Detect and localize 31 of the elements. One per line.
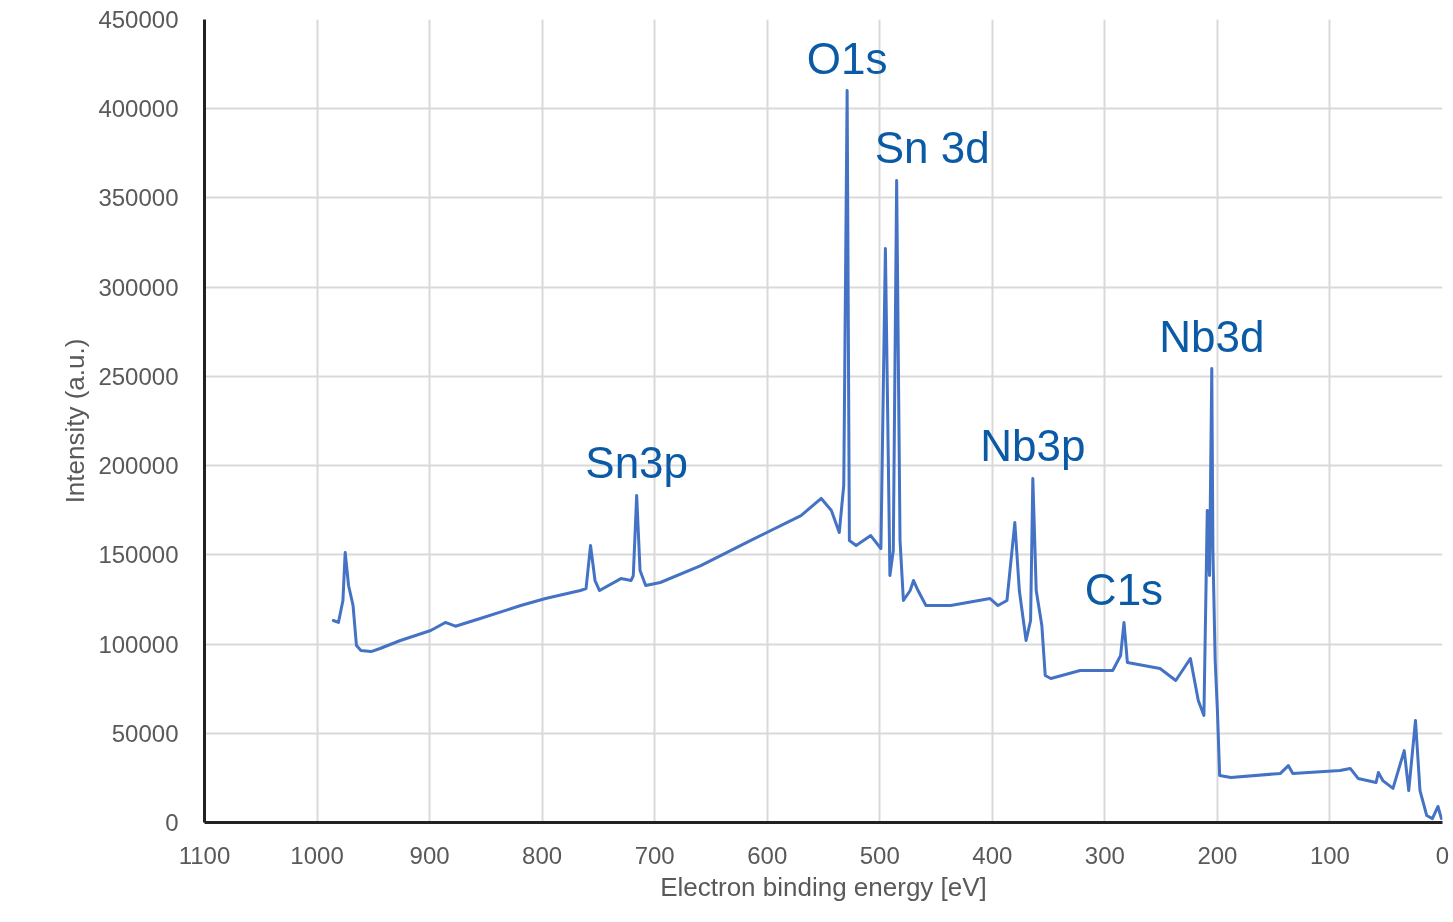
y-tick-label: 200000 xyxy=(98,452,179,480)
x-tick-label: 900 xyxy=(409,841,450,869)
x-tick-label: 1100 xyxy=(178,841,231,869)
x-tick-label: 0 xyxy=(1435,841,1450,869)
x-tick-label: 1000 xyxy=(290,841,344,869)
y-tick-label: 300000 xyxy=(98,273,179,301)
x-tick-label: 300 xyxy=(1084,841,1125,869)
y-tick-label: 400000 xyxy=(98,95,179,123)
x-tick-label: 500 xyxy=(859,841,900,869)
y-axis-title: Intensity (a.u.) xyxy=(60,338,91,504)
line-series xyxy=(331,89,1443,821)
annotation: O1s xyxy=(806,33,888,83)
y-tick-label: 150000 xyxy=(98,541,179,569)
y-tick-label: 450000 xyxy=(98,6,179,33)
annotation: Nb3p xyxy=(980,421,1086,471)
x-tick-label: 100 xyxy=(1309,841,1350,869)
x-tick-label: 400 xyxy=(972,841,1013,869)
x-axis-title: Electron binding energy [eV] xyxy=(660,871,987,902)
y-tick-label: 350000 xyxy=(98,184,179,212)
annotation: Sn3p xyxy=(585,438,689,488)
annotation: Sn 3d xyxy=(874,123,990,173)
annotation: C1s xyxy=(1084,565,1164,615)
y-tick-label: 100000 xyxy=(98,630,179,658)
x-tick-label: 800 xyxy=(522,841,563,869)
y-tick-label: 0 xyxy=(165,809,179,836)
y-tick-label: 50000 xyxy=(111,719,179,747)
annotation: Nb3d xyxy=(1159,311,1265,361)
x-tick-label: 600 xyxy=(747,841,788,869)
x-tick-label: 700 xyxy=(634,841,675,869)
y-tick-label: 250000 xyxy=(98,362,179,390)
x-tick-label: 200 xyxy=(1197,841,1238,869)
